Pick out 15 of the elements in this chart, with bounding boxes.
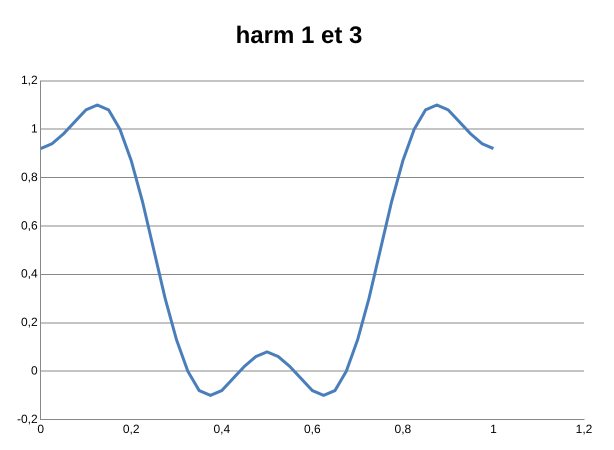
x-tick-label: 0,4	[213, 422, 230, 436]
chart-title: harm 1 et 3	[236, 22, 362, 50]
y-tick-label: 1,2	[20, 73, 38, 88]
y-tick-label: 0,6	[20, 218, 38, 232]
y-tick-label: 0,4	[20, 266, 38, 281]
x-tick-label: 1,2	[576, 422, 593, 436]
y-tick-label: 1	[30, 122, 38, 136]
y-tick-label: 0,2	[20, 315, 38, 330]
x-tick-label: 0,6	[304, 422, 322, 436]
y-tick-label: 0	[30, 364, 38, 378]
x-tick-label: 0,8	[394, 422, 412, 436]
y-tick-label: -0,2	[16, 412, 38, 426]
y-tick-label: 0,8	[20, 170, 38, 184]
x-tick-label: 1	[490, 422, 498, 436]
x-tick-label: 0,2	[122, 422, 140, 436]
